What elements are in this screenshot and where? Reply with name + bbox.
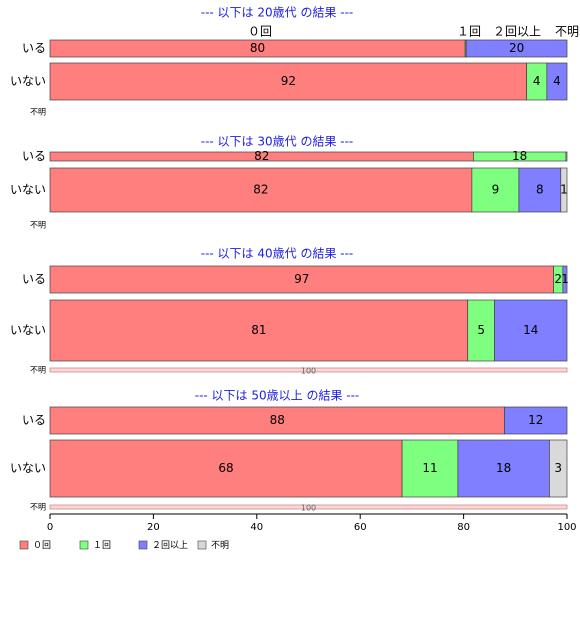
data-label-0-0-2: 20 (509, 41, 524, 55)
legend-swatch-1 (79, 540, 89, 550)
bar-segment-1-0-3 (565, 151, 568, 162)
x-tick-label-0: 0 (47, 522, 53, 533)
top-category-label-2: ２回以上 (493, 25, 541, 39)
data-label-2-1-1: 5 (477, 323, 485, 337)
row-label-3-0: いる (22, 413, 46, 427)
data-label-3-1-3: 3 (554, 461, 562, 475)
data-label-0-0-0: 80 (250, 41, 265, 55)
legend-swatch-2 (138, 540, 148, 550)
bar-segment-3-0-0 (49, 406, 505, 435)
x-tick-label-3: 60 (354, 522, 367, 533)
row-label-0-2: 不明 (30, 108, 46, 117)
row-label-0-1: いない (10, 74, 46, 88)
data-label-3-1-2: 18 (496, 461, 511, 475)
group-title-2: --- 以下は 40歳代 の結果 --- (201, 247, 354, 261)
data-label-3-0-2: 12 (528, 413, 543, 427)
data-label-2-0-2: 1 (561, 272, 569, 286)
bar-segment-1-1-0 (49, 167, 473, 213)
top-category-label-0: ０回 (248, 25, 272, 39)
bar-segment-3-1-2 (457, 439, 550, 498)
row-label-3-1: いない (10, 461, 46, 475)
data-label-1-1-0: 82 (253, 183, 268, 197)
legend-swatch-3 (197, 540, 207, 550)
data-label-1-1-2: 8 (536, 183, 544, 197)
data-label-2-1-0: 81 (251, 323, 266, 337)
data-label-2-2-0: 100 (301, 367, 316, 376)
row-label-2-1: いない (10, 323, 46, 337)
bar-segment-3-0-2 (504, 406, 568, 435)
bar-segment-2-2-0 (49, 367, 568, 373)
legend-swatch-0 (19, 540, 29, 550)
legend-label-2: ２回以上 (152, 540, 188, 551)
data-label-3-1-0: 68 (218, 461, 233, 475)
data-label-2-0-0: 97 (294, 272, 309, 286)
data-label-0-1-1: 4 (533, 74, 541, 88)
x-tick-label-5: 100 (557, 522, 576, 533)
data-label-1-1-1: 9 (492, 183, 500, 197)
row-label-3-2: 不明 (30, 503, 46, 512)
bar-segment-3-2-0 (49, 504, 568, 510)
data-label-0-1-2: 4 (553, 74, 561, 88)
row-label-2-2: 不明 (30, 366, 46, 375)
x-tick-label-2: 40 (250, 522, 263, 533)
group-title-0: --- 以下は 20歳代 の結果 --- (201, 6, 354, 20)
bar-segment-0-1-2 (546, 62, 568, 101)
x-tick-label-1: 20 (147, 522, 160, 533)
data-label-3-2-0: 100 (301, 504, 316, 513)
group-title-3: --- 以下は 50歳以上 の結果 --- (195, 389, 360, 403)
data-label-2-1-2: 14 (523, 323, 538, 337)
top-category-label-3: 不明 (555, 25, 579, 39)
legend-label-3: 不明 (211, 540, 229, 551)
bar-segment-1-1-1 (471, 167, 520, 213)
legend-label-1: １回 (93, 540, 111, 551)
bar-segment-2-1-0 (49, 299, 469, 362)
bar-segment-2-1-2 (494, 299, 568, 362)
data-label-1-1-3: 1 (560, 183, 568, 197)
row-label-1-1: いない (10, 183, 46, 197)
bar-segment-1-1-3 (560, 167, 568, 213)
bar-segment-2-0-0 (49, 265, 554, 294)
legend-label-0: ０回 (33, 540, 51, 551)
row-label-2-0: いる (22, 272, 46, 286)
bar-segment-2-0-2 (562, 265, 568, 294)
bar-segment-3-1-0 (49, 439, 403, 498)
data-label-1-0-1: 18 (512, 149, 527, 163)
data-label-2-0-1: 2 (554, 272, 562, 286)
row-label-1-0: いる (22, 149, 46, 163)
bar-segment-2-1-1 (467, 299, 495, 362)
bar-segment-0-0-2 (465, 39, 568, 58)
x-tick-label-4: 80 (457, 522, 470, 533)
data-label-3-0-0: 88 (270, 413, 285, 427)
bar-segment-3-1-1 (401, 439, 459, 498)
data-label-0-1-0: 92 (281, 74, 296, 88)
top-category-label-1: １回 (457, 25, 481, 39)
data-label-1-0-0: 82 (254, 149, 269, 163)
row-label-1-2: 不明 (30, 221, 46, 230)
bar-segment-3-1-3 (549, 439, 568, 498)
data-label-3-1-1: 11 (422, 461, 437, 475)
group-title-1: --- 以下は 30歳代 の結果 --- (201, 135, 354, 149)
row-label-0-0: いる (22, 41, 46, 55)
